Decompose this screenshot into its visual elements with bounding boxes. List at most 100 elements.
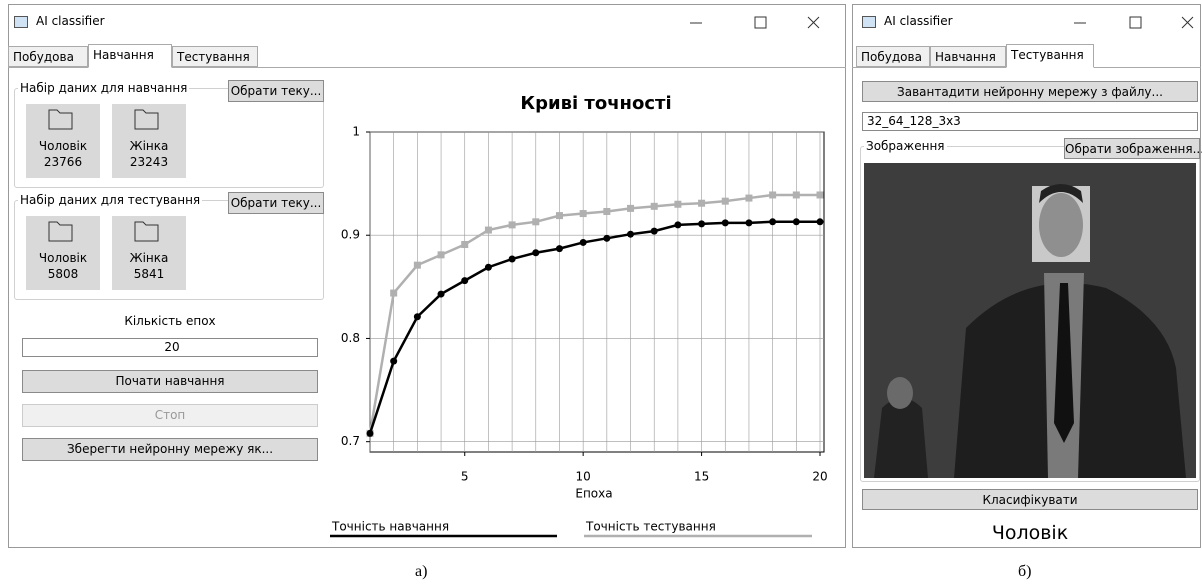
point [721,197,729,205]
point [532,249,540,257]
point [816,218,824,226]
tab[interactable]: Побудова [8,46,88,67]
app-icon [14,16,28,28]
button[interactable]: Класифікувати [862,489,1198,510]
folder-tile[interactable]: Чоловік 5808 [26,216,100,290]
point [650,227,658,235]
point [484,226,492,234]
point [413,313,421,321]
button[interactable]: Почати навчання [22,370,318,393]
button[interactable]: Обрати теку... [228,80,324,102]
window-controls[interactable] [1040,12,1200,34]
point [816,191,824,199]
point [579,238,587,246]
legend-label: Точність тестування [585,520,716,534]
button[interactable]: Обрати теку... [228,192,324,214]
point [532,218,540,226]
point [413,261,421,269]
tab-active[interactable]: Тестування [1006,44,1094,68]
y-tick-label: 1 [352,125,360,139]
tab[interactable]: Побудова [856,46,930,67]
y-tick-label: 0.8 [341,331,360,345]
point [721,219,729,227]
group-label: Набір даних для тестування [18,193,203,207]
point [769,191,777,199]
model-input[interactable]: 32_64_128_3x3 [862,112,1198,131]
point [603,234,611,242]
point [769,218,777,226]
button[interactable]: Обрати зображення... [1064,138,1202,159]
x-tick-label: 5 [461,470,469,484]
folder-name: Жінка [129,251,169,265]
folder-count: 23766 [43,155,83,169]
photo [864,163,1196,478]
point [603,207,611,215]
point [555,245,563,253]
window-title: AI classifier [36,14,105,28]
tab[interactable]: Навчання [930,46,1006,67]
tab-line [8,67,846,68]
folder-name: Чоловік [38,251,88,265]
point [461,277,469,285]
point [508,255,516,263]
point [390,357,398,365]
point [579,210,587,218]
folder-tile[interactable]: Жінка 23243 [112,104,186,178]
app-icon [862,16,876,28]
tab[interactable]: Тестування [172,46,258,67]
x-axis-label: Епоха [575,487,612,501]
folder-name: Жінка [129,139,169,153]
point [437,251,445,259]
tab-active[interactable]: Навчання [88,44,172,68]
point [792,191,800,199]
group-label: Зображення [864,139,947,153]
point [698,220,706,228]
folder-count: 5841 [133,267,165,281]
folder-count: 5808 [47,267,79,281]
image-group [860,146,1200,482]
point [745,194,753,202]
point [366,429,374,437]
caption: б) [1018,563,1032,580]
point [674,200,682,208]
point [390,289,398,297]
button[interactable]: Зберегти нейронну мережу як... [22,438,318,461]
result: Чоловік [991,522,1069,544]
point [461,241,469,249]
button-disabled: Стоп [22,404,318,427]
caption: а) [415,563,428,580]
series-line [368,193,820,434]
y-tick-label: 0.9 [341,228,360,242]
chart-title: Криві точності [520,93,671,114]
x-tick-label: 10 [576,470,591,484]
point [627,204,635,212]
series-line [368,220,820,434]
point [650,202,658,210]
folder-icons [48,109,159,242]
window-controls[interactable] [680,12,830,34]
plot-area [369,131,825,453]
y-tick-label: 0.7 [341,434,360,448]
folder-tile[interactable]: Жінка 5841 [112,216,186,290]
folder-name: Чоловік [38,139,88,153]
point [792,218,800,226]
point [745,219,753,227]
point [674,221,682,229]
folder-tile[interactable]: Чоловік 23766 [26,104,100,178]
point [698,199,706,207]
epochs-label: Кількість епох [124,314,216,328]
x-tick-label: 15 [694,470,709,484]
legend-label: Точність навчання [331,520,449,534]
folder-count: 23243 [129,155,169,169]
epochs-input[interactable]: 20 [22,338,318,357]
point [555,212,563,220]
point [508,221,516,229]
point [627,230,635,238]
button[interactable]: Завантадити нейронну мережу з файлу... [862,81,1198,102]
x-tick-label: 20 [812,470,827,484]
point [484,263,492,271]
point [437,290,445,298]
window-title: AI classifier [884,14,953,28]
